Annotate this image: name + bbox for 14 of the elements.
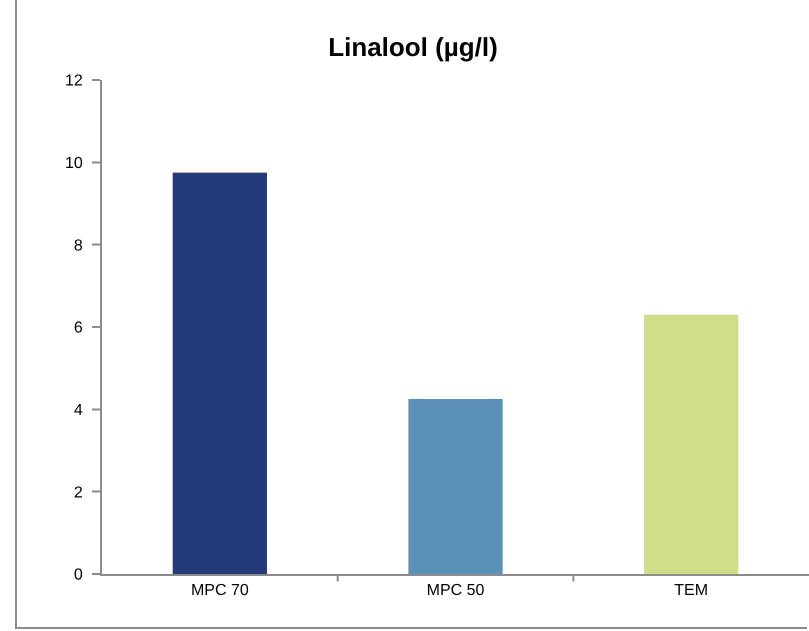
- x-tick-label: MPC 70: [190, 582, 249, 600]
- chart-title: Linalool (µg/l): [328, 32, 498, 62]
- y-tick-label: 4: [74, 402, 83, 419]
- y-tick-label: 10: [65, 154, 83, 172]
- bar: [644, 314, 738, 574]
- y-tick-label: 12: [65, 72, 83, 90]
- y-tick-label: 8: [74, 237, 83, 254]
- x-tick-label: MPC 50: [426, 582, 484, 600]
- x-tick-label: TEM: [674, 582, 708, 600]
- y-tick-label: 0: [74, 566, 83, 584]
- y-tick-label: 6: [74, 320, 83, 337]
- bar: [172, 172, 267, 574]
- bar: [408, 399, 503, 574]
- y-tick-label: 2: [74, 484, 83, 502]
